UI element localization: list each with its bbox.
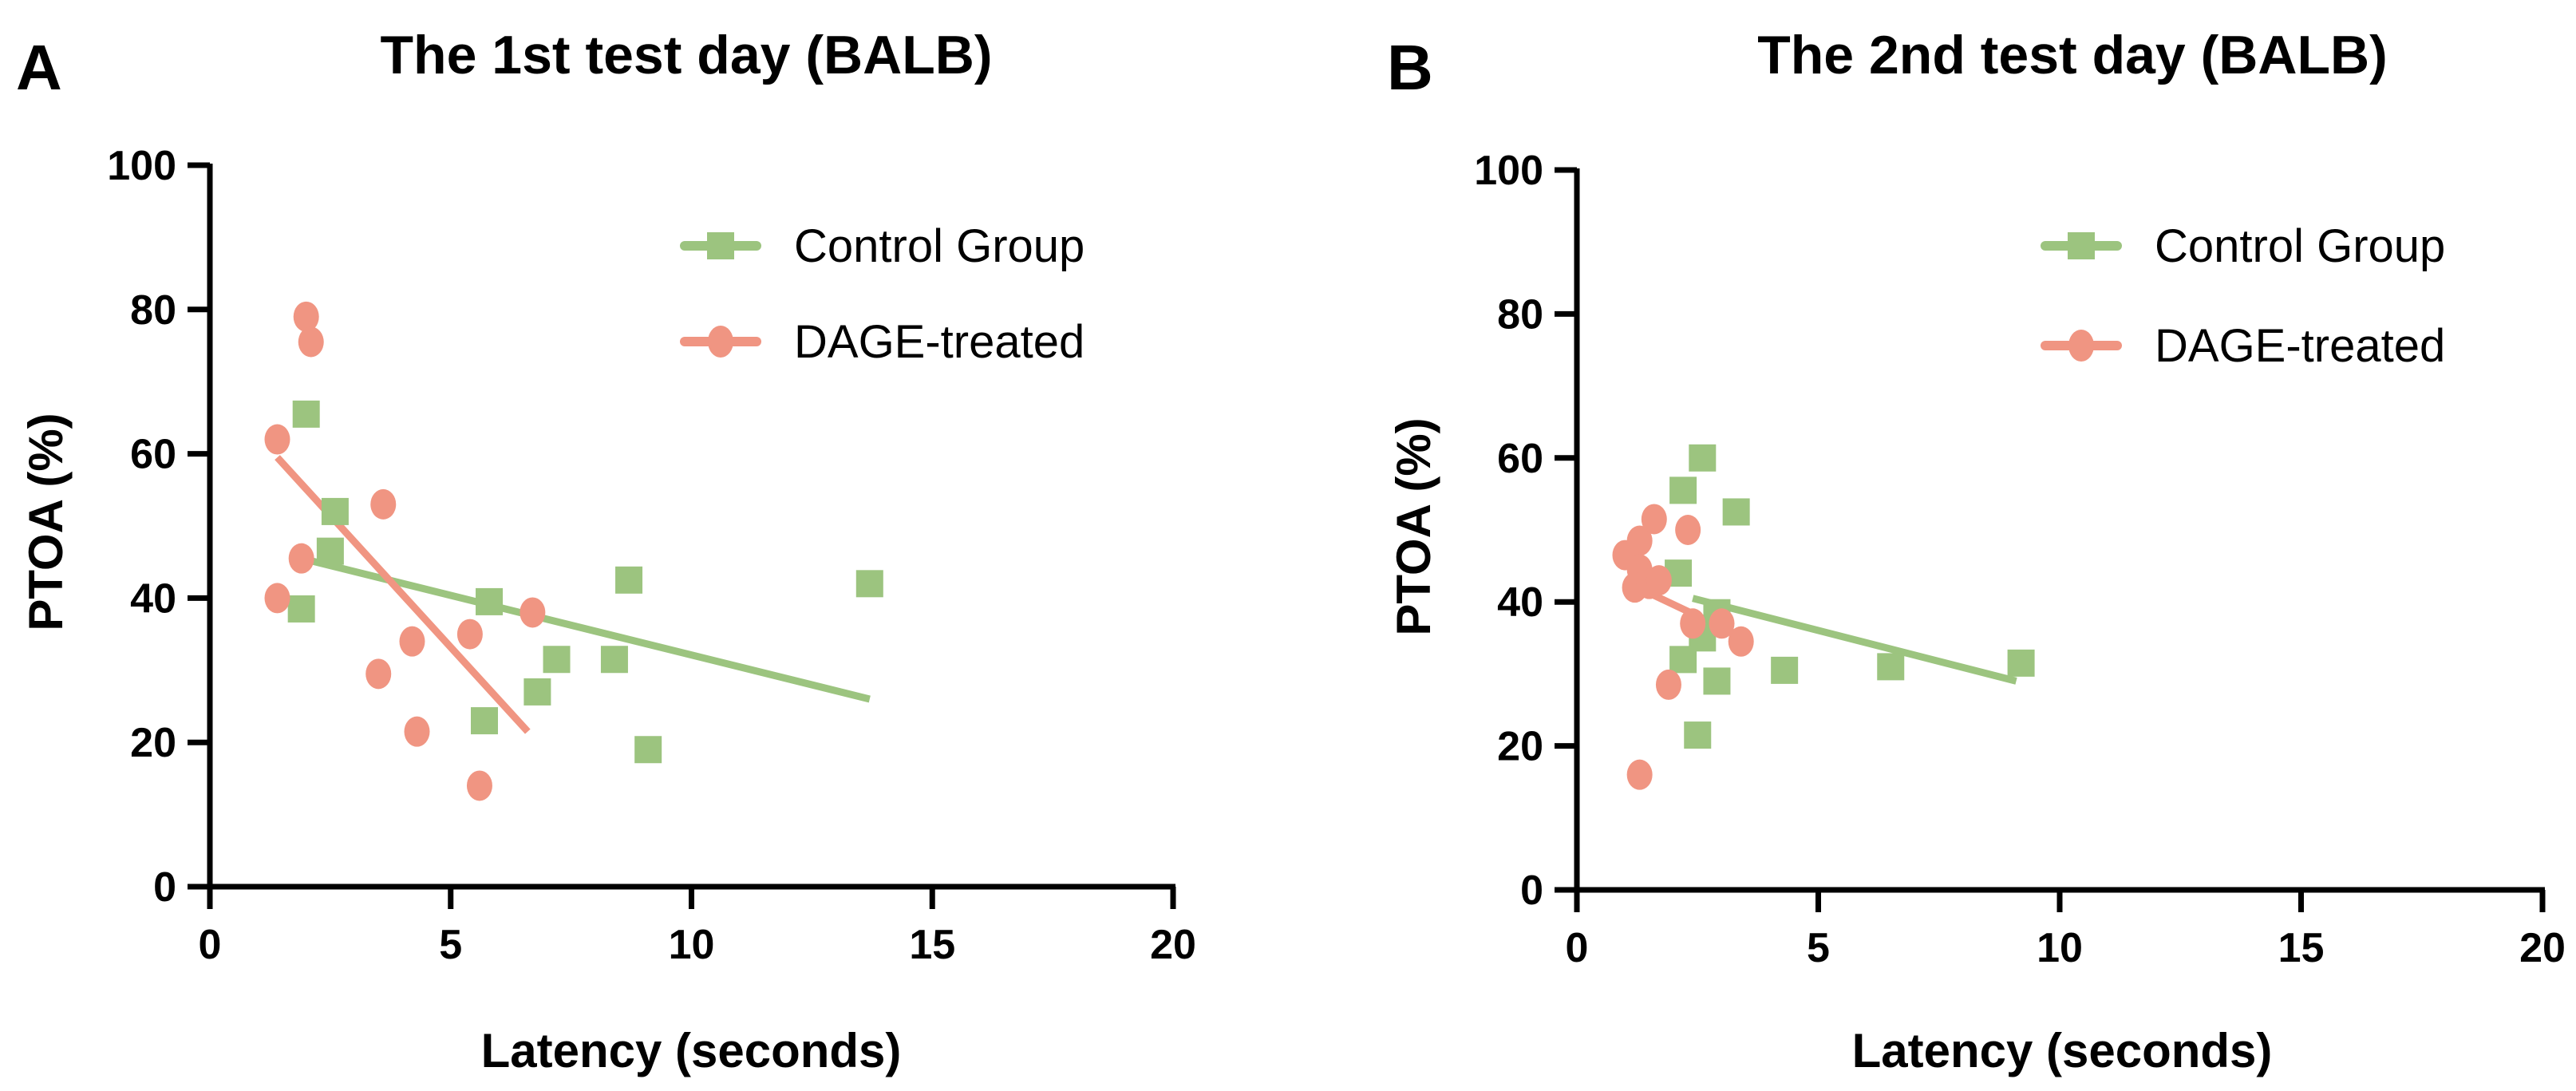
chart-b-ytick-label: 60 xyxy=(1497,436,1543,482)
chart-a-ytick-label: 100 xyxy=(107,143,176,189)
chart-b-legend: Control Group DAGE-treated xyxy=(2041,220,2445,372)
chart-b-x-ticks: 0 5 10 15 20 xyxy=(1566,890,2566,971)
chart-a-ytick-label: 0 xyxy=(153,864,176,911)
chart-a-point-dage xyxy=(298,326,324,358)
panel-letter-b: B xyxy=(1387,32,1433,103)
chart-a-point-control xyxy=(470,707,498,735)
chart-a-legend: Control Group DAGE-treated xyxy=(680,220,1085,368)
chart-a-point-dage xyxy=(293,301,319,332)
chart-a-point-control xyxy=(615,566,643,594)
chart-a-point-control xyxy=(543,646,571,674)
chart-b-trend-line-control xyxy=(1692,595,2017,685)
chart-a-point-dage xyxy=(520,597,546,628)
chart-b-xtick-label: 15 xyxy=(2278,925,2325,971)
chart-a-legend-label-control: Control Group xyxy=(794,220,1085,272)
chart-a-xtick-label: 15 xyxy=(909,922,955,968)
chart-a-point-control xyxy=(855,570,883,598)
chart-b-points xyxy=(1612,444,2035,790)
chart-a-point-dage xyxy=(466,770,492,801)
chart-b-legend-marker-dage xyxy=(2068,330,2094,362)
chart-a-point-control xyxy=(476,587,504,615)
chart-a-xtick-label: 10 xyxy=(669,922,715,968)
chart-b-xtick-label: 20 xyxy=(2519,925,2566,971)
chart-b-point-dage xyxy=(1680,608,1706,639)
chart-a-trend-line-dage xyxy=(275,455,531,734)
chart-a-point-control xyxy=(523,678,551,706)
chart-a-trend-line-control xyxy=(300,555,871,703)
chart-a-xtick-label: 20 xyxy=(1150,922,1196,968)
chart-a-y-ticks: 0 20 40 60 80 100 xyxy=(107,143,210,911)
chart-a-point-dage xyxy=(264,583,290,614)
chart-a-point-dage xyxy=(404,716,430,747)
chart-a-point-dage xyxy=(264,424,290,455)
chart-b-legend-label-dage: DAGE-treated xyxy=(2155,320,2445,372)
chart-a-ytick-label: 20 xyxy=(130,720,176,766)
chart-b: B The 2nd test day (BALB) PTOA (%) Laten… xyxy=(1387,25,2566,1077)
chart-a-title: The 1st test day (BALB) xyxy=(381,25,993,85)
chart-b-ylabel: PTOA (%) xyxy=(1387,417,1440,635)
chart-a-legend-marker-dage xyxy=(708,326,733,358)
chart-a-xtick-label: 5 xyxy=(439,922,462,968)
chart-b-point-dage xyxy=(1641,504,1667,535)
chart-b-legend-item-dage: DAGE-treated xyxy=(2041,320,2445,372)
chart-a-point-control xyxy=(292,400,320,428)
chart-b-point-dage xyxy=(1626,525,1653,556)
chart-a-point-dage xyxy=(399,626,425,657)
chart-b-point-control xyxy=(1722,498,1750,526)
chart-b-point-control xyxy=(1669,476,1697,504)
chart-a-point-dage xyxy=(456,619,483,650)
chart-a-legend-marker-control xyxy=(707,232,734,259)
chart-b-legend-item-control: Control Group xyxy=(2041,220,2445,272)
chart-b-point-control xyxy=(1771,656,1799,684)
chart-a-xtick-label: 0 xyxy=(199,922,222,968)
chart-b-point-control xyxy=(1877,653,1905,681)
chart-b-point-dage xyxy=(1728,626,1754,657)
chart-b-y-ticks: 0 20 40 60 80 100 xyxy=(1474,148,1577,914)
chart-b-ytick-label: 20 xyxy=(1497,724,1543,770)
chart-b-point-control xyxy=(1703,667,1731,695)
chart-a-point-dage xyxy=(288,543,314,574)
chart-b-point-dage xyxy=(1675,515,1701,545)
chart-b-point-dage xyxy=(1646,565,1672,596)
chart-b-point-control xyxy=(2007,649,2035,677)
chart-b-legend-marker-control xyxy=(2068,232,2095,259)
chart-b-point-control xyxy=(1669,646,1697,674)
chart-a-ylabel: PTOA (%) xyxy=(19,413,73,630)
chart-a-point-control xyxy=(316,537,344,565)
chart-a-ytick-label: 40 xyxy=(130,575,176,622)
chart-b-point-control xyxy=(1684,721,1712,749)
chart-a-ytick-label: 60 xyxy=(130,432,176,478)
chart-b-xtick-label: 0 xyxy=(1566,925,1589,971)
chart-a-legend-label-dage: DAGE-treated xyxy=(794,316,1085,368)
chart-b-xtick-label: 10 xyxy=(2037,925,2083,971)
chart-a-point-control xyxy=(600,646,628,674)
chart-a-point-dage xyxy=(370,488,397,520)
chart-b-point-dage xyxy=(1626,759,1653,790)
panel-letter-a: A xyxy=(16,32,62,103)
chart-a-legend-item-control: Control Group xyxy=(680,220,1085,272)
chart-b-point-dage xyxy=(1655,669,1681,700)
chart-a-legend-item-dage: DAGE-treated xyxy=(680,316,1085,368)
chart-b-title: The 2nd test day (BALB) xyxy=(1757,25,2388,85)
chart-a-points xyxy=(264,301,883,801)
chart-a-ytick-label: 80 xyxy=(130,287,176,334)
chart-a-point-control xyxy=(287,595,315,623)
chart-b-ytick-label: 100 xyxy=(1474,148,1543,194)
chart-b-ytick-label: 80 xyxy=(1497,291,1543,338)
chart-a-trend-lines xyxy=(275,455,871,734)
chart-b-legend-label-control: Control Group xyxy=(2155,220,2445,272)
chart-a-x-ticks: 0 5 10 15 20 xyxy=(199,887,1196,968)
chart-a-point-control xyxy=(321,497,349,525)
chart-b-point-control xyxy=(1689,444,1717,472)
chart-b-ytick-label: 0 xyxy=(1520,868,1543,914)
chart-a-point-dage xyxy=(365,658,392,690)
chart-b-point-dage xyxy=(1709,608,1735,639)
chart-a-point-control xyxy=(634,736,662,764)
chart-b-ytick-label: 40 xyxy=(1497,579,1543,626)
chart-a-xlabel: Latency (seconds) xyxy=(481,1024,902,1077)
chart-b-xtick-label: 5 xyxy=(1807,925,1830,971)
chart-a: A The 1st test day (BALB) PTOA (%) Laten… xyxy=(16,25,1196,1077)
chart-b-xlabel: Latency (seconds) xyxy=(1852,1024,2273,1077)
